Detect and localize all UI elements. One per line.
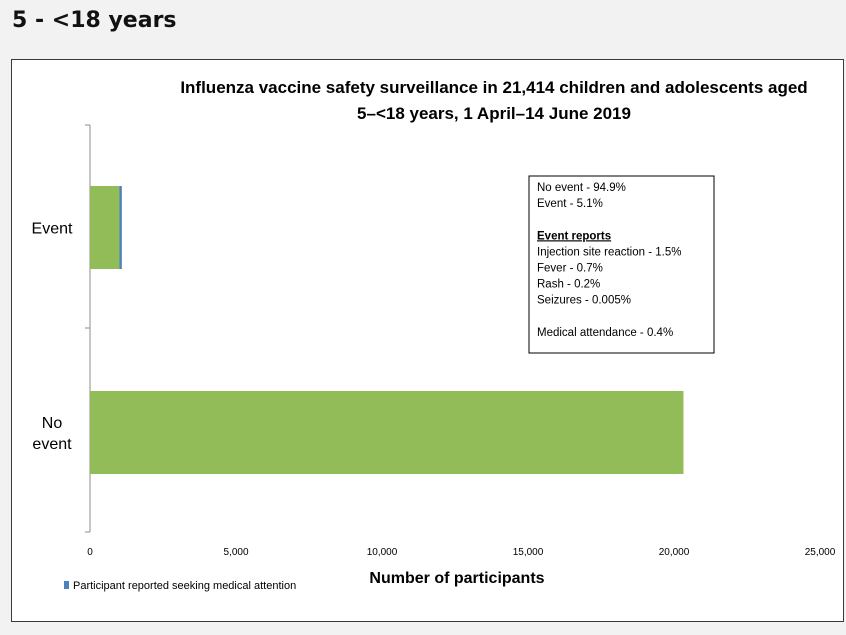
annotation-heading: Event reports [537, 230, 611, 242]
bar-segment-medical-attention [119, 186, 122, 269]
y-axis [85, 124, 91, 533]
bar-segment [90, 391, 684, 474]
annotation-box: No event - 94.9% Event - 5.1% Event report… [528, 175, 715, 354]
x-tick-label: 10,000 [367, 547, 398, 558]
category-label: Event [32, 221, 73, 238]
annotation-line: Seizures - 0.005% [537, 295, 631, 307]
chart-title-line: 5–<18 years, 1 April–14 June 2019 [357, 104, 631, 123]
category-labels: Event No event [32, 221, 73, 454]
page-heading: 5 - <18 years [12, 8, 177, 33]
chart-panel: Influenza vaccine safety surveillance in… [11, 59, 844, 622]
bar-segment [90, 186, 120, 269]
annotation-frame [528, 175, 715, 354]
legend: Participant reported seeking medical att… [64, 580, 296, 592]
bars [90, 186, 684, 474]
chart-title: Influenza vaccine safety surveillance in… [180, 78, 807, 123]
annotation-line: Medical attendance - 0.4% [537, 327, 673, 339]
x-tick-label: 5,000 [223, 547, 248, 558]
x-axis-title-text: Number of participants [369, 570, 544, 587]
x-tick-label: 25,000 [805, 547, 836, 558]
annotation-line: Rash - 0.2% [537, 279, 600, 291]
x-axis-ticks: 0 5,000 10,000 15,000 20,000 25,000 [87, 547, 836, 558]
annotation-line: Fever - 0.7% [537, 263, 603, 275]
category-label: event [32, 436, 72, 453]
x-tick-label: 20,000 [659, 547, 690, 558]
category-label: No [42, 415, 63, 432]
legend-label: Participant reported seeking medical att… [73, 580, 296, 592]
x-axis-title: Number of participants [369, 570, 544, 587]
chart-svg: Influenza vaccine safety surveillance in… [32, 78, 836, 592]
x-tick-label: 0 [87, 547, 93, 558]
legend-swatch [64, 581, 69, 589]
x-tick-label: 15,000 [513, 547, 544, 558]
annotation-line: No event - 94.9% [537, 182, 626, 194]
chart-title-line: Influenza vaccine safety surveillance in… [180, 78, 807, 97]
annotation-line: Event - 5.1% [537, 198, 603, 210]
annotation-line: Injection site reaction - 1.5% [537, 246, 681, 258]
